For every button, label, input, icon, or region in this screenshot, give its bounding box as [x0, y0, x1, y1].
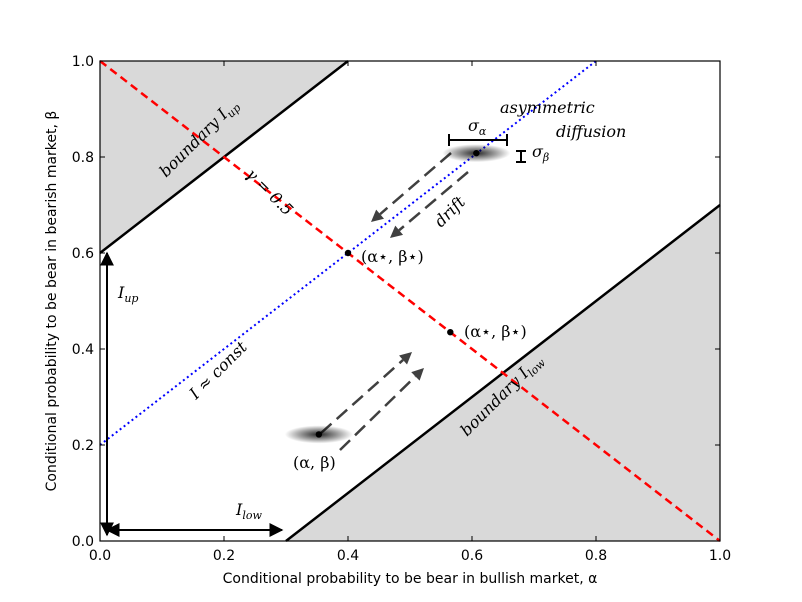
- x-tick-label: 0.4: [337, 548, 359, 564]
- point-start-label: (α, β): [293, 453, 336, 472]
- drift-arrow-head: [411, 368, 424, 381]
- drift-arrow-down-1: [371, 152, 452, 222]
- point-lower-fixed: [447, 329, 454, 336]
- drift-arrow-down-2: [390, 171, 469, 238]
- drift-arrow-shaft: [379, 152, 452, 216]
- y-tick-label: 0.4: [72, 342, 94, 358]
- drift-arrow-up-1: [320, 352, 412, 434]
- drift-arrow-head: [399, 352, 412, 365]
- y-tick-label: 0.2: [72, 438, 94, 454]
- point-upper-label: (α⋆, β⋆): [361, 247, 424, 266]
- plot-frame: [99, 60, 721, 542]
- point-diffusion: [473, 149, 480, 157]
- drift-arrow-shaft: [398, 171, 469, 232]
- const-label: I ≈ const: [185, 337, 251, 403]
- y-tick-label: 0.8: [72, 150, 94, 166]
- i-up-label: Iup: [117, 283, 138, 305]
- x-tick-label: 0.0: [89, 548, 111, 564]
- drift-arrow-shaft: [320, 359, 404, 434]
- sigma-beta-bar: [516, 150, 526, 163]
- x-tick-label: 0.8: [585, 548, 607, 564]
- x-tick-label: 0.2: [213, 548, 235, 564]
- drift-arrow-head: [371, 209, 385, 222]
- diffusion-label: diffusion: [556, 122, 626, 141]
- y-tick-label: 0.6: [72, 246, 94, 262]
- gamma-line: [99, 60, 721, 542]
- point-lower-label: (α⋆, β⋆): [464, 322, 527, 341]
- i-low-label: Ilow: [235, 500, 262, 522]
- point-upper-fixed: [344, 249, 352, 257]
- x-tick-label: 0.6: [461, 548, 483, 564]
- gamma-label: γ = 0.5: [242, 164, 297, 219]
- drift-label: drift: [430, 192, 469, 231]
- point-start: [315, 431, 323, 438]
- drift-arrow-head: [390, 225, 404, 238]
- drift-arrow-up-2: [339, 368, 424, 451]
- sigma-alpha-label: σα: [468, 116, 487, 138]
- sigma-alpha-bar: [448, 134, 508, 146]
- y-tick-label: 0.0: [72, 534, 94, 550]
- x-axis-label: Conditional probability to be bear in bu…: [223, 571, 598, 587]
- sigma-beta-label: σβ: [532, 142, 549, 164]
- x-tick-label: 1.0: [709, 548, 731, 564]
- drift-arrow-shaft: [339, 375, 417, 451]
- asymmetric-label: asymmetric: [500, 98, 595, 117]
- y-tick-label: 1.0: [72, 54, 94, 70]
- y-axis-label: Conditional probability to be bear in be…: [44, 111, 60, 492]
